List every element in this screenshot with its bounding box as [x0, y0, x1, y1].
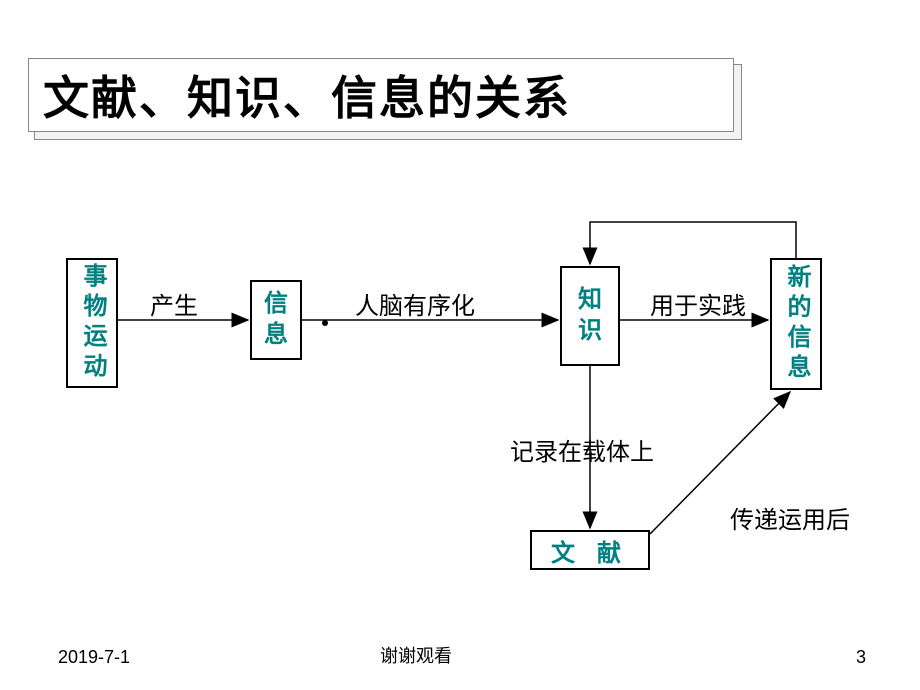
title-box: 文献、知识、信息的关系: [28, 58, 734, 132]
node-information-label: 信息: [264, 289, 288, 351]
edge-label-produce: 产生: [150, 286, 198, 321]
node-literature-label: 文 献: [551, 533, 629, 568]
node-information: 信息: [250, 280, 302, 360]
node-knowledge-label: 知识: [578, 285, 602, 347]
edge-label-record: 记录在载体上: [510, 432, 654, 467]
node-new-info: 新的信息: [770, 258, 822, 390]
footer-page: 3: [856, 647, 866, 668]
node-literature: 文 献: [530, 530, 650, 570]
footer-date: 2019-7-1: [58, 647, 130, 668]
node-thing-motion: 事物运动: [66, 258, 118, 388]
footer-center: 谢谢观看: [380, 642, 452, 668]
edge-label-brain: 人脑有序化: [355, 286, 475, 321]
arrow-feedback: [590, 222, 796, 264]
edge-label-practice: 用于实践: [650, 286, 746, 321]
edge-label-transmit: 传递运用后: [730, 500, 850, 535]
center-dot: [322, 320, 328, 326]
title-container: 文献、知识、信息的关系: [28, 58, 734, 132]
node-thing-motion-label: 事物运动: [80, 263, 104, 383]
node-knowledge: 知识: [560, 266, 620, 366]
node-new-info-label: 新的信息: [784, 264, 808, 384]
page-title: 文献、知识、信息的关系: [43, 62, 571, 128]
